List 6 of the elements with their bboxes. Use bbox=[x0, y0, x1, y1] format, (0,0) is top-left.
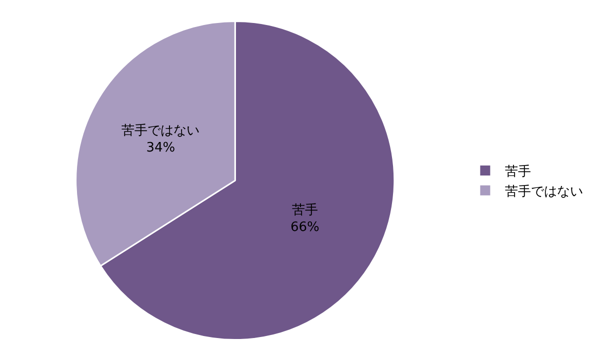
slice-label: 苦手ではない bbox=[122, 124, 200, 139]
legend-label: 苦手 bbox=[505, 164, 532, 180]
data-label: 34% bbox=[146, 140, 176, 156]
legend-label: 苦手ではない bbox=[505, 184, 584, 200]
slice-label: 苦手 bbox=[292, 202, 318, 218]
data-label: 66% bbox=[290, 220, 320, 235]
